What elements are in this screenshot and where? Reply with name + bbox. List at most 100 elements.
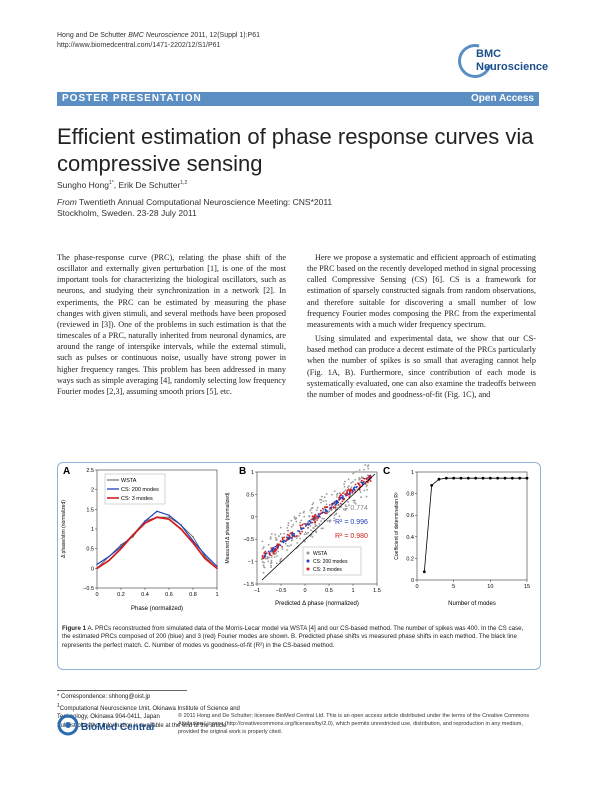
panel-b-point bbox=[297, 535, 300, 537]
panel-a-point bbox=[180, 524, 182, 526]
panel-b-point bbox=[274, 545, 277, 548]
panel-b-xlabel: Predicted Δ phase (normalized) bbox=[275, 601, 359, 607]
c-xtick-label: 10 bbox=[487, 584, 493, 590]
panel-b-point bbox=[352, 488, 355, 491]
panel-b-point bbox=[363, 489, 366, 492]
panel-b-point bbox=[348, 485, 350, 487]
panel-b-point bbox=[333, 517, 336, 519]
panel-b-point bbox=[336, 494, 338, 496]
legend-label-cs3: CS: 3 modes bbox=[313, 567, 342, 573]
panel-b-point bbox=[305, 523, 308, 526]
panel-b-point bbox=[296, 542, 299, 544]
panel-b-point bbox=[307, 531, 310, 534]
panel-b-point bbox=[299, 537, 301, 540]
panel-b-point bbox=[350, 488, 352, 491]
panel-b-point bbox=[341, 500, 344, 503]
panel-b-point bbox=[263, 556, 266, 559]
panel-b-point bbox=[323, 496, 326, 499]
author-name[interactable]: Sungho Hong bbox=[57, 180, 109, 190]
figure-frame bbox=[57, 462, 541, 670]
author-name[interactable]: Erik De Schutter bbox=[118, 180, 181, 190]
journal-reference: Hong and De Schutter BMC Neuroscience 20… bbox=[57, 31, 260, 51]
panel-b-point bbox=[290, 544, 292, 546]
panel-b-point bbox=[336, 492, 339, 495]
panel-b-point bbox=[320, 520, 322, 523]
panel-b-point bbox=[354, 483, 357, 486]
conf-name: Twentieth Annual Computational Neuroscie… bbox=[76, 197, 333, 207]
panel-b-point bbox=[330, 507, 333, 510]
panel-b-point bbox=[358, 484, 361, 487]
panel-b-point bbox=[307, 526, 309, 529]
panel-b-point bbox=[363, 477, 366, 480]
panel-b-point bbox=[295, 517, 298, 519]
panel-b-point bbox=[336, 496, 338, 498]
panel-b-point bbox=[301, 523, 304, 526]
panel-b-point bbox=[275, 562, 278, 565]
panel-b-point bbox=[311, 535, 314, 538]
affil-text: Computational Neuroscience Unit, Okinawa… bbox=[59, 705, 240, 712]
c-xtick-label: 5 bbox=[452, 584, 455, 590]
panel-b-point bbox=[369, 480, 372, 482]
panel-b-point bbox=[304, 531, 307, 534]
panel-b-point bbox=[343, 483, 346, 486]
panel-b-point bbox=[286, 544, 289, 547]
b-ytick-label: −1 bbox=[248, 560, 254, 566]
footnotes: * Correspondence: shhong@oist.jp 1Comput… bbox=[57, 693, 240, 730]
panel-a-chart: −0.500.511.522.5 0 0.2 0.4 0.6 0.8 1 Δ phase/… bbox=[61, 468, 219, 612]
a-ytick-label: 2.5 bbox=[86, 468, 94, 474]
panel-b-point bbox=[315, 524, 318, 527]
panel-b-point bbox=[316, 519, 318, 521]
panel-b-point bbox=[328, 504, 331, 506]
panel-label-a: A bbox=[63, 466, 70, 477]
panel-b-point bbox=[298, 514, 301, 517]
panel-b-point bbox=[344, 504, 347, 507]
b-ytick-label: −0.5 bbox=[243, 537, 254, 543]
panel-b-point bbox=[344, 509, 347, 512]
panel-b-point bbox=[266, 557, 269, 560]
panel-b-point bbox=[289, 532, 292, 535]
panel-b-point bbox=[346, 490, 348, 493]
panel-b-point bbox=[344, 480, 346, 483]
logo-line2: Neuroscience bbox=[476, 61, 549, 73]
panel-b-point bbox=[353, 489, 356, 492]
affil-sup: 1 bbox=[57, 702, 60, 709]
panel-b-point bbox=[290, 519, 293, 522]
panel-c-y-ticks: 0 0.2 0.4 0.6 0.8 1 bbox=[406, 470, 417, 584]
correspondence[interactable]: * Correspondence: shhong@oist.jp bbox=[57, 694, 151, 700]
a-xtick-label: 0.4 bbox=[141, 592, 149, 598]
panel-b-point bbox=[366, 481, 369, 484]
panel-b-point bbox=[263, 552, 266, 554]
journal-citation: Hong and De Schutter BMC Neuroscience 20… bbox=[57, 32, 261, 39]
panel-b-point bbox=[287, 529, 290, 532]
panel-b-point bbox=[362, 480, 365, 483]
panel-b-point bbox=[274, 533, 277, 536]
panel-b-point bbox=[262, 547, 264, 550]
a-xtick-label: 0.8 bbox=[189, 592, 197, 598]
journal-logo: BMC Neuroscience bbox=[451, 37, 558, 85]
panel-a-point bbox=[168, 514, 170, 516]
panel-b-point bbox=[345, 508, 348, 510]
b-xtick-label: 0.5 bbox=[325, 588, 333, 594]
panel-b-point bbox=[283, 536, 286, 539]
panel-c-point bbox=[503, 476, 507, 480]
legend-label-cs3: CS: 3 modes bbox=[121, 496, 153, 502]
panel-b-point bbox=[325, 506, 328, 508]
panel-b-point bbox=[267, 543, 270, 546]
panel-b-point bbox=[344, 493, 346, 496]
panel-b-point bbox=[338, 515, 341, 518]
conf-from: From bbox=[57, 197, 77, 207]
panel-c-point bbox=[466, 476, 470, 480]
author-info-note: Full list of author information is avail… bbox=[57, 722, 227, 729]
panel-b-point bbox=[353, 501, 356, 504]
panel-b-point bbox=[316, 506, 319, 509]
panel-b-point bbox=[295, 520, 298, 523]
panel-b-point bbox=[325, 503, 328, 506]
panel-b-point bbox=[286, 537, 289, 540]
legend-swatch-wsta bbox=[306, 551, 310, 555]
panel-b-point bbox=[270, 547, 273, 550]
panel-b-point bbox=[359, 491, 362, 494]
panel-a-point bbox=[132, 534, 134, 536]
journal-url[interactable]: http://www.biomedcentral.com/1471-2202/1… bbox=[57, 42, 221, 49]
panel-a-point bbox=[204, 557, 206, 560]
a-ytick-label: 1 bbox=[91, 527, 94, 533]
